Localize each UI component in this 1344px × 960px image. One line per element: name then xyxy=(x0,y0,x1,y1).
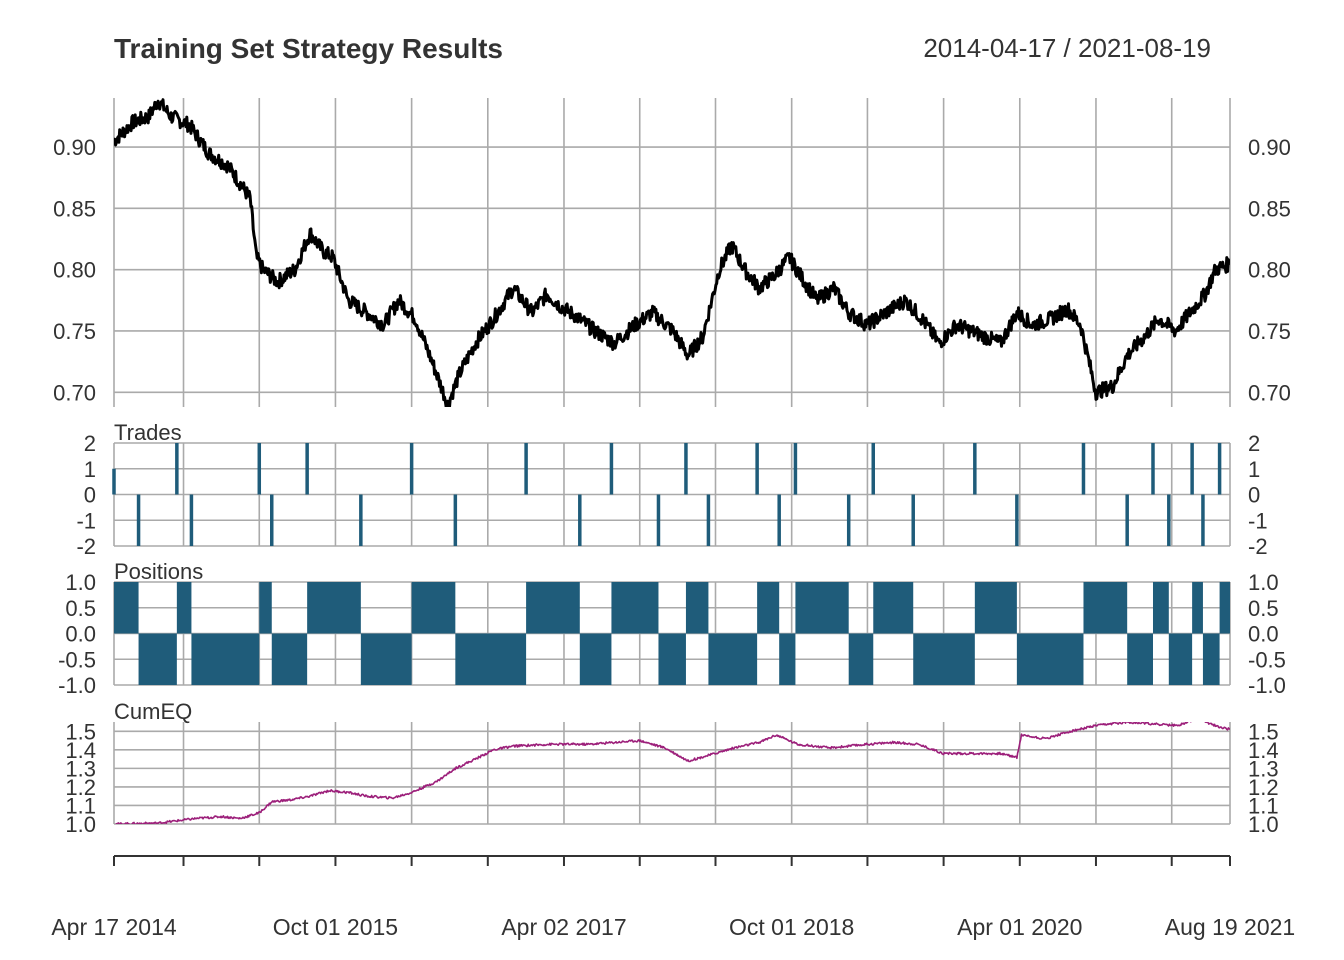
position-block xyxy=(873,582,914,634)
position-block xyxy=(1202,633,1220,685)
y-tick-label-right: 0.0 xyxy=(1248,622,1279,647)
y-tick-label-right: -1.0 xyxy=(1248,673,1286,698)
y-tick-label-left: 2 xyxy=(84,431,96,456)
positions-panel: -1.0 -1.0-0.5 -0.50.0 0.00.5 0.51.0 1.0Positi… xyxy=(58,559,1286,698)
y-tick-label-left: 1.0 xyxy=(65,812,96,837)
position-block xyxy=(271,633,308,685)
position-block xyxy=(526,582,580,634)
position-block xyxy=(455,633,527,685)
price-panel: 0.70 0.70 0.75 0.75 0.80 0.80 0.85 0.85 0.90 0.90 xyxy=(53,98,1291,407)
y-tick-label-left: 0 xyxy=(84,483,96,508)
position-block xyxy=(114,582,139,634)
y-tick-label-right: 1.4 xyxy=(1248,738,1279,763)
y-tick-label-right: 1.0 xyxy=(1248,570,1279,595)
y-tick-label-right: 1.5 xyxy=(1248,719,1279,744)
position-block xyxy=(259,582,272,634)
x-tick-label: Apr 17 2014 xyxy=(51,914,177,940)
position-block xyxy=(611,582,659,634)
position-block xyxy=(779,633,796,685)
y-tick-label-right: 1 xyxy=(1248,457,1260,482)
y-tick-label-left: 0.0 xyxy=(65,622,96,647)
y-tick-label-left: 1 xyxy=(84,457,96,482)
y-tick-label-right: 0.85 xyxy=(1248,196,1291,221)
position-block xyxy=(1016,633,1084,685)
y-tick-label-left: 1.2 xyxy=(65,775,96,800)
y-tick-label-right: 0.80 xyxy=(1248,258,1291,283)
position-block xyxy=(138,633,177,685)
y-tick-label-right: 0.70 xyxy=(1248,380,1291,405)
position-block xyxy=(1219,582,1230,634)
position-block xyxy=(1152,582,1169,634)
position-block xyxy=(1127,633,1153,685)
y-tick-label-right: 1.0 xyxy=(1248,812,1279,837)
y-tick-label-left: 1.4 xyxy=(65,738,96,763)
y-tick-label-left: -1.0 xyxy=(58,673,96,698)
x-tick-label: Oct 01 2018 xyxy=(729,914,854,940)
y-tick-label-left: -2 xyxy=(76,534,96,559)
position-block xyxy=(579,633,612,685)
chart-title: Training Set Strategy Results xyxy=(114,33,503,64)
date-range: 2014-04-17 / 2021-08-19 xyxy=(923,33,1211,63)
y-tick-label-right: 1.2 xyxy=(1248,775,1279,800)
cumeq-panel: 1.0 1.01.1 1.11.2 1.21.3 1.31.4 1.41.5 1.5CumE… xyxy=(65,699,1278,837)
position-block xyxy=(685,582,709,634)
y-tick-label-right: 1.1 xyxy=(1248,793,1279,818)
position-block xyxy=(974,582,1017,634)
y-tick-label-left: 0.5 xyxy=(65,596,96,621)
panel-label: CumEQ xyxy=(114,699,192,724)
y-tick-label-left: -1 xyxy=(76,508,96,533)
y-tick-label-left: 1.3 xyxy=(65,756,96,781)
y-tick-label-left: 0.90 xyxy=(53,135,96,160)
y-tick-label-left: 1.0 xyxy=(65,570,96,595)
y-tick-label-left: 0.80 xyxy=(53,258,96,283)
y-tick-label-right: -2 xyxy=(1248,534,1268,559)
y-tick-label-left: 1.5 xyxy=(65,719,96,744)
position-block xyxy=(176,582,192,634)
y-tick-label-left: 0.85 xyxy=(53,196,96,221)
y-tick-label-right: 1.3 xyxy=(1248,756,1279,781)
y-tick-label-right: 0.5 xyxy=(1248,596,1279,621)
position-block xyxy=(1168,633,1193,685)
position-block xyxy=(757,582,780,634)
panel-label: Positions xyxy=(114,559,203,584)
x-tick-label: Apr 01 2020 xyxy=(957,914,1082,940)
y-tick-label-left: -0.5 xyxy=(58,647,96,672)
position-block xyxy=(411,582,456,634)
position-block xyxy=(1083,582,1128,634)
y-tick-label-right: -0.5 xyxy=(1248,647,1286,672)
y-tick-label-right: -1 xyxy=(1248,508,1268,533)
cumeq-line xyxy=(114,722,1230,824)
y-tick-label-right: 0.75 xyxy=(1248,319,1291,344)
x-tick-label: Apr 02 2017 xyxy=(501,914,626,940)
position-block xyxy=(307,582,361,634)
price-line xyxy=(114,98,1230,407)
y-tick-label-right: 0.90 xyxy=(1248,135,1291,160)
y-tick-label-left: 1.1 xyxy=(65,793,96,818)
y-tick-label-right: 2 xyxy=(1248,431,1260,456)
position-block xyxy=(360,633,412,685)
y-tick-label-left: 0.70 xyxy=(53,380,96,405)
position-block xyxy=(708,633,758,685)
x-tick-label: Aug 19 2021 xyxy=(1165,914,1295,940)
x-axis: Apr 17 2014 Oct 01 2015 Apr 02 2017 Oct 01 … xyxy=(51,855,1295,940)
position-block xyxy=(191,633,260,685)
position-block xyxy=(795,582,849,634)
x-tick-label: Oct 01 2015 xyxy=(273,914,398,940)
position-block xyxy=(848,633,874,685)
y-tick-label-right: 0 xyxy=(1248,483,1260,508)
position-block xyxy=(1192,582,1203,634)
position-block xyxy=(658,633,686,685)
panel-label: Trades xyxy=(114,420,182,445)
y-tick-label-left: 0.75 xyxy=(53,319,96,344)
position-block xyxy=(913,633,975,685)
